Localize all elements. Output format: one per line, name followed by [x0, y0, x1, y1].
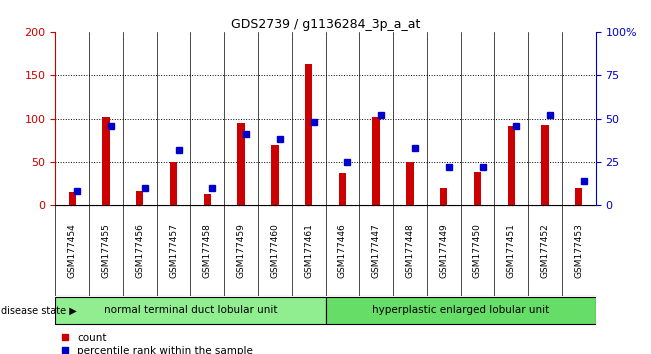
Text: GSM177454: GSM177454 — [68, 223, 77, 278]
Bar — [170, 162, 177, 205]
Bar — [102, 117, 110, 205]
FancyBboxPatch shape — [55, 297, 325, 324]
Bar — [406, 162, 413, 205]
Text: GSM177450: GSM177450 — [473, 223, 482, 278]
Bar — [68, 192, 76, 205]
Text: disease state ▶: disease state ▶ — [1, 306, 77, 316]
Bar — [305, 64, 312, 205]
Bar — [271, 144, 279, 205]
Bar — [372, 117, 380, 205]
Text: GSM177460: GSM177460 — [270, 223, 279, 278]
Text: normal terminal duct lobular unit: normal terminal duct lobular unit — [104, 305, 277, 315]
Text: GSM177452: GSM177452 — [540, 223, 549, 278]
Text: GSM177455: GSM177455 — [102, 223, 111, 278]
Bar — [339, 173, 346, 205]
Text: GSM177458: GSM177458 — [203, 223, 212, 278]
Text: GSM177446: GSM177446 — [338, 223, 347, 278]
Text: GSM177457: GSM177457 — [169, 223, 178, 278]
Bar — [204, 194, 211, 205]
Text: GSM177456: GSM177456 — [135, 223, 145, 278]
FancyBboxPatch shape — [326, 297, 596, 324]
Bar — [136, 190, 143, 205]
Bar — [575, 188, 583, 205]
Title: GDS2739 / g1136284_3p_a_at: GDS2739 / g1136284_3p_a_at — [231, 18, 420, 31]
Bar — [508, 126, 515, 205]
Text: GSM177459: GSM177459 — [236, 223, 245, 278]
Text: GSM177447: GSM177447 — [372, 223, 381, 278]
Bar — [474, 172, 481, 205]
Bar — [541, 125, 549, 205]
Text: GSM177453: GSM177453 — [574, 223, 583, 278]
Text: hyperplastic enlarged lobular unit: hyperplastic enlarged lobular unit — [372, 305, 549, 315]
Legend: count, percentile rank within the sample: count, percentile rank within the sample — [61, 333, 253, 354]
Text: GSM177448: GSM177448 — [406, 223, 415, 278]
Text: GSM177451: GSM177451 — [506, 223, 516, 278]
Bar — [440, 188, 447, 205]
Bar — [238, 123, 245, 205]
Text: GSM177449: GSM177449 — [439, 223, 448, 278]
Text: GSM177461: GSM177461 — [304, 223, 313, 278]
